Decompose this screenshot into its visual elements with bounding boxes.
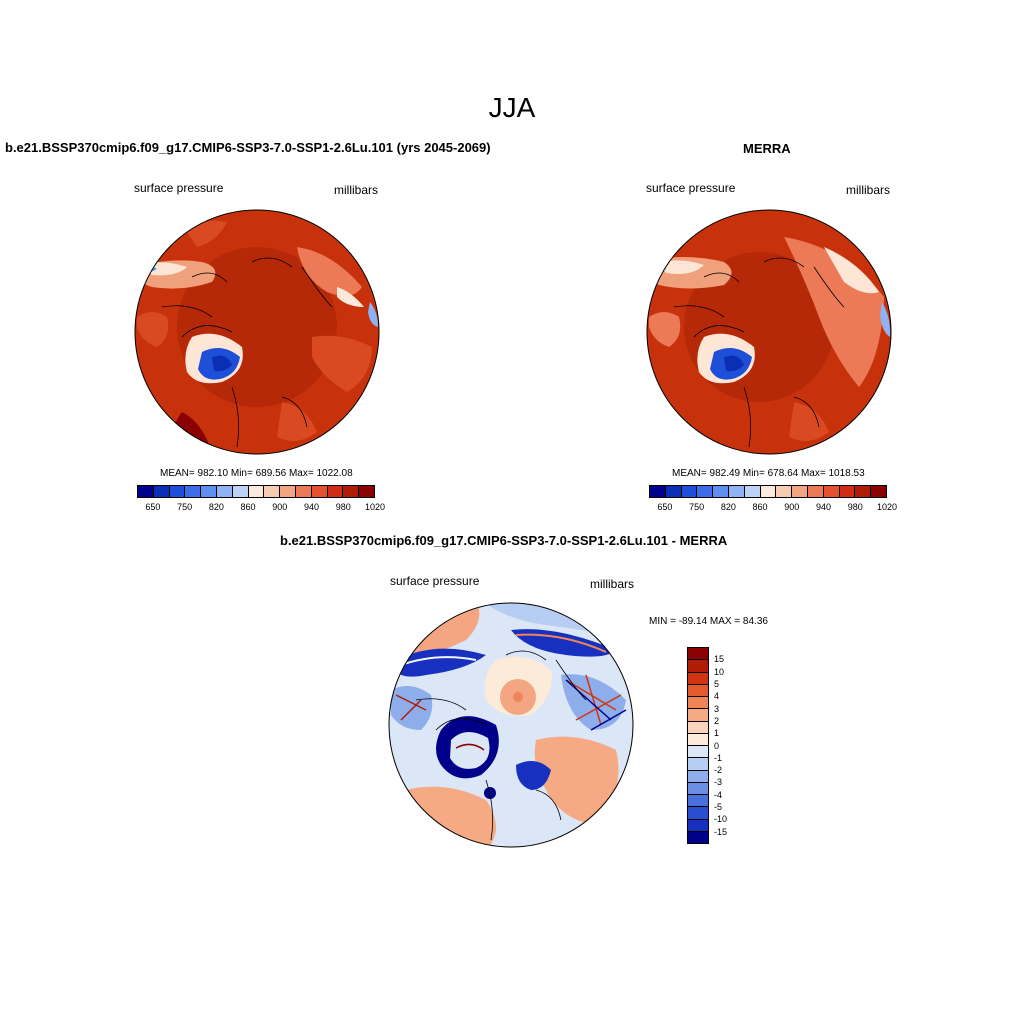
diff-colorbar (687, 647, 709, 844)
colorbar-tick-label: -4 (714, 789, 723, 800)
colorbar-swatch (201, 486, 217, 497)
colorbar-tick-label: 980 (847, 502, 863, 512)
colorbar-tick-label: -1 (714, 752, 723, 763)
obs-colorbar-ticks: 650 750 820 860 900 940 980 1020 (649, 502, 897, 516)
model-polar-map (134, 209, 380, 455)
colorbar-swatch (688, 709, 708, 722)
diff-stats: MIN = -89.14 MAX = 84.36 (649, 616, 768, 627)
colorbar-swatch (839, 486, 856, 497)
colorbar-swatch (760, 486, 777, 497)
colorbar-swatch (138, 486, 154, 497)
colorbar-swatch (153, 486, 170, 497)
colorbar-swatch (665, 486, 682, 497)
colorbar-swatch (688, 733, 708, 746)
diff-panel-title: b.e21.BSSP370cmip6.f09_g17.CMIP6-SSP3-7.… (280, 533, 728, 548)
colorbar-swatch (688, 782, 708, 795)
colorbar-tick-label: -15 (714, 826, 728, 837)
colorbar-tick-label: 4 (714, 691, 720, 702)
colorbar-swatch (295, 486, 312, 497)
colorbar-tick-label: 750 (177, 502, 193, 512)
colorbar-swatch (688, 746, 708, 759)
colorbar-swatch (807, 486, 824, 497)
colorbar-swatch (650, 486, 666, 497)
colorbar-tick-label: 650 (145, 502, 161, 512)
obs-units-label: millibars (846, 183, 891, 197)
colorbar-swatch (264, 486, 281, 497)
obs-panel-title: MERRA (743, 141, 791, 156)
colorbar-tick-label: 900 (272, 502, 288, 512)
colorbar-swatch (713, 486, 729, 497)
colorbar-tick-label: 1 (714, 728, 720, 739)
colorbar-tick-label: 0 (714, 740, 720, 751)
colorbar-tick-label: -10 (714, 814, 728, 825)
colorbar-swatch (688, 807, 708, 820)
colorbar-swatch (792, 486, 808, 497)
colorbar-tick-label: 750 (689, 502, 705, 512)
colorbar-tick-label: -5 (714, 802, 723, 813)
colorbar-swatch (744, 486, 761, 497)
colorbar-swatch (688, 770, 708, 783)
colorbar-tick-label: 10 (714, 666, 725, 677)
colorbar-swatch (688, 648, 708, 661)
colorbar-tick-label: 650 (657, 502, 673, 512)
obs-variable-label: surface pressure (646, 181, 736, 195)
colorbar-swatch (185, 486, 202, 497)
colorbar-swatch (327, 486, 344, 497)
colorbar-swatch (688, 758, 708, 771)
model-variable-label: surface pressure (134, 181, 224, 195)
colorbar-tick-label: 3 (714, 703, 720, 714)
colorbar-tick-label: 940 (304, 502, 320, 512)
colorbar-tick-label: 980 (335, 502, 351, 512)
colorbar-swatch (688, 672, 708, 685)
colorbar-tick-label: 5 (714, 678, 720, 689)
model-panel-title: b.e21.BSSP370cmip6.f09_g17.CMIP6-SSP3-7.… (5, 140, 491, 155)
colorbar-tick-label: 15 (714, 654, 725, 665)
diff-variable-label: surface pressure (390, 574, 480, 588)
colorbar-swatch (169, 486, 186, 497)
colorbar-swatch (311, 486, 328, 497)
main-title: JJA (488, 92, 536, 123)
colorbar-swatch (855, 486, 872, 497)
model-colorbar-ticks: 650 750 820 860 900 940 980 1020 (137, 502, 385, 516)
colorbar-swatch (776, 486, 793, 497)
model-stats: MEAN= 982.10 Min= 689.56 Max= 1022.08 (160, 468, 353, 479)
model-colorbar (137, 485, 375, 498)
colorbar-swatch (688, 831, 708, 843)
colorbar-tick-label: 1020 (876, 502, 898, 512)
colorbar-swatch (343, 486, 360, 497)
colorbar-swatch (688, 721, 708, 734)
colorbar-swatch (688, 697, 708, 710)
colorbar-tick-label: 1020 (364, 502, 386, 512)
colorbar-swatch (359, 486, 374, 497)
colorbar-swatch (871, 486, 886, 497)
colorbar-swatch (823, 486, 840, 497)
colorbar-swatch (248, 486, 265, 497)
colorbar-swatch (728, 486, 745, 497)
colorbar-tick-label: 820 (208, 502, 224, 512)
colorbar-tick-label: 820 (720, 502, 736, 512)
colorbar-tick-label: 2 (714, 715, 720, 726)
diff-colorbar-ticks: 15 10 5 4 3 2 1 0 -1 -2 -3 -4 -5 -10 -15 (714, 647, 744, 844)
colorbar-swatch (688, 819, 708, 832)
model-units-label: millibars (334, 183, 379, 197)
diff-polar-map (388, 602, 634, 848)
colorbar-swatch (688, 660, 708, 673)
obs-stats: MEAN= 982.49 Min= 678.64 Max= 1018.53 (672, 468, 865, 479)
colorbar-swatch (216, 486, 233, 497)
colorbar-swatch (688, 684, 708, 697)
colorbar-swatch (697, 486, 714, 497)
colorbar-tick-label: 940 (816, 502, 832, 512)
colorbar-swatch (681, 486, 698, 497)
colorbar-swatch (688, 795, 708, 808)
diff-units-label: millibars (590, 577, 635, 591)
obs-colorbar (649, 485, 887, 498)
colorbar-swatch (232, 486, 249, 497)
colorbar-swatch (280, 486, 296, 497)
obs-polar-map (646, 209, 892, 455)
colorbar-tick-label: 860 (752, 502, 768, 512)
colorbar-tick-label: 900 (784, 502, 800, 512)
colorbar-tick-label: -3 (714, 777, 723, 788)
colorbar-tick-label: 860 (240, 502, 256, 512)
colorbar-tick-label: -2 (714, 765, 723, 776)
